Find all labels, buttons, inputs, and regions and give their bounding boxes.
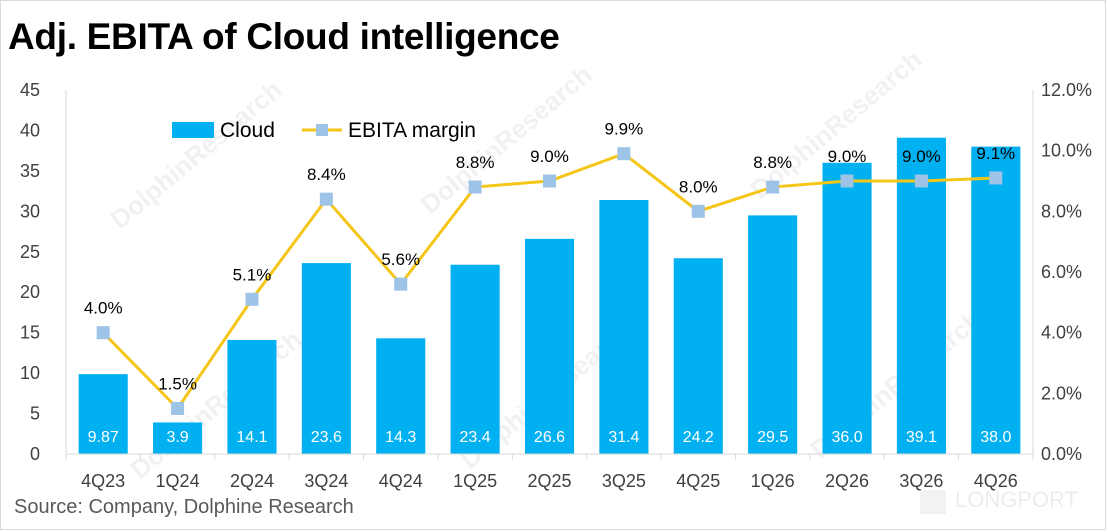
line-series-ebita-margin (96, 147, 1003, 415)
bar-3Q26 (896, 137, 946, 455)
x-tick-label: 4Q24 (379, 471, 423, 491)
y-right-tick-label: 10.0% (1041, 141, 1092, 161)
bar-1Q25 (450, 264, 500, 454)
margin-value-label: 9.9% (605, 120, 644, 139)
margin-point-4Q23 (96, 326, 110, 340)
x-tick-label: 2Q24 (230, 471, 274, 491)
margin-point-2Q25 (543, 174, 556, 188)
margin-value-label: 9.0% (530, 147, 569, 166)
margin-value-label: 5.6% (381, 250, 420, 269)
bar-value-label: 14.3 (385, 429, 416, 446)
legend-label-cloud: Cloud (220, 119, 275, 142)
bar-2Q26 (822, 162, 872, 455)
legend-swatch-marker (316, 124, 328, 136)
y-left-tick-label: 20 (20, 282, 40, 302)
y-right-tick-label: 4.0% (1041, 323, 1082, 343)
y-right-tick-label: 6.0% (1041, 262, 1082, 282)
bar-series-cloud (78, 137, 1021, 455)
margin-point-2Q24 (245, 292, 259, 306)
margin-value-label: 4.0% (84, 299, 123, 318)
margin-value-label: 8.8% (456, 153, 495, 172)
legend: Cloud EBITA margin (172, 119, 476, 142)
x-tick-label: 4Q25 (676, 471, 720, 491)
margin-value-label: 9.0% (828, 147, 867, 166)
y-left-tick-label: 10 (20, 363, 40, 383)
margin-point-3Q24 (319, 192, 333, 206)
x-tick-label: 2Q25 (527, 471, 571, 491)
bar-value-label: 29.5 (757, 429, 788, 446)
margin-value-label: 8.4% (307, 165, 346, 184)
y-left-tick-label: 0 (30, 444, 40, 464)
margin-value-label: 1.5% (158, 375, 197, 394)
legend-swatch-cloud (172, 122, 214, 138)
margin-point-3Q26 (914, 174, 928, 188)
watermark-text: DolphinResearch (125, 324, 308, 484)
x-tick-label: 1Q25 (453, 471, 497, 491)
margin-point-2Q26 (840, 174, 854, 188)
bar-4Q25 (673, 258, 723, 454)
margin-point-1Q24 (171, 402, 185, 415)
x-tick-label: 3Q24 (304, 471, 348, 491)
margin-point-4Q24 (394, 277, 408, 291)
source-note: Source: Company, Dolphine Research (14, 496, 354, 518)
bar-value-label: 38.0 (980, 429, 1011, 446)
margin-point-1Q26 (766, 180, 780, 194)
bar-1Q24 (153, 422, 203, 454)
bar-value-label: 31.4 (608, 429, 639, 446)
margin-value-label: 8.0% (679, 177, 718, 196)
margin-point-1Q25 (468, 180, 482, 194)
y-left-tick-label: 40 (20, 120, 40, 140)
x-tick-label: 1Q26 (751, 471, 795, 491)
margin-value-label: 9.1% (976, 144, 1015, 163)
watermark-brand-icon (920, 490, 946, 514)
bar-value-label: 39.1 (906, 429, 937, 446)
y-left-tick-label: 35 (20, 161, 40, 181)
y-left-tick-label: 5 (30, 404, 40, 424)
margin-point-4Q25 (691, 204, 705, 218)
margin-value-label: 5.1% (233, 265, 272, 284)
chart-title: Adj. EBITA of Cloud intelligence (8, 16, 560, 57)
margin-point-3Q25 (617, 147, 631, 161)
x-tick-label: 3Q26 (899, 471, 943, 491)
legend-label-ebita-margin: EBITA margin (348, 119, 476, 142)
bar-2Q24 (227, 339, 277, 454)
y-left-tick-label: 25 (20, 242, 40, 262)
bar-4Q23 (78, 374, 128, 454)
bar-value-label: 23.6 (311, 429, 342, 446)
x-tick-label: 2Q26 (825, 471, 869, 491)
bar-2Q25 (524, 238, 575, 454)
bar-value-label: 3.9 (166, 429, 188, 446)
y-left-tick-label: 15 (20, 323, 40, 343)
y-right-tick-label: 2.0% (1041, 383, 1082, 403)
bar-value-label: 24.2 (683, 429, 714, 446)
margin-point-4Q26 (989, 171, 1003, 185)
data-labels: 9.87 3.9 14.1 23.6 14.3 23.4 26.6 31.4 24.2 29.5 3… (84, 120, 1015, 446)
y-left-tick-label: 30 (20, 201, 40, 221)
bar-value-label: 23.4 (460, 429, 491, 446)
watermark-text: DolphinResearch (105, 74, 288, 234)
y-right-tick-label: 8.0% (1041, 201, 1082, 221)
bar-value-label: 26.6 (534, 429, 565, 446)
x-tick-label: 1Q24 (156, 471, 200, 491)
x-tick-label: 3Q25 (602, 471, 646, 491)
bar-4Q24 (376, 338, 426, 454)
margin-value-label: 9.0% (902, 147, 941, 166)
bar-4Q26 (971, 146, 1021, 454)
bar-3Q24 (301, 263, 351, 454)
bar-value-label: 14.1 (236, 429, 267, 446)
bar-3Q25 (599, 200, 649, 454)
x-tick-label: 4Q26 (974, 471, 1018, 491)
x-tick-label: 4Q23 (81, 471, 125, 491)
bar-1Q26 (748, 215, 798, 454)
y-left-tick-label: 45 (20, 80, 40, 100)
margin-value-label: 8.8% (753, 153, 792, 172)
bar-value-label: 9.87 (88, 429, 119, 446)
y-right-tick-label: 0.0% (1041, 444, 1082, 464)
watermark-brand: LONGPORT (955, 487, 1078, 512)
y-right-tick-label: 12.0% (1041, 80, 1092, 100)
axes: 0 5 10 15 20 25 30 35 40 45 0.0% 2.0% 4.0% 6.0% 8.0% 10… (20, 80, 1092, 491)
bar-value-label: 36.0 (831, 429, 862, 446)
